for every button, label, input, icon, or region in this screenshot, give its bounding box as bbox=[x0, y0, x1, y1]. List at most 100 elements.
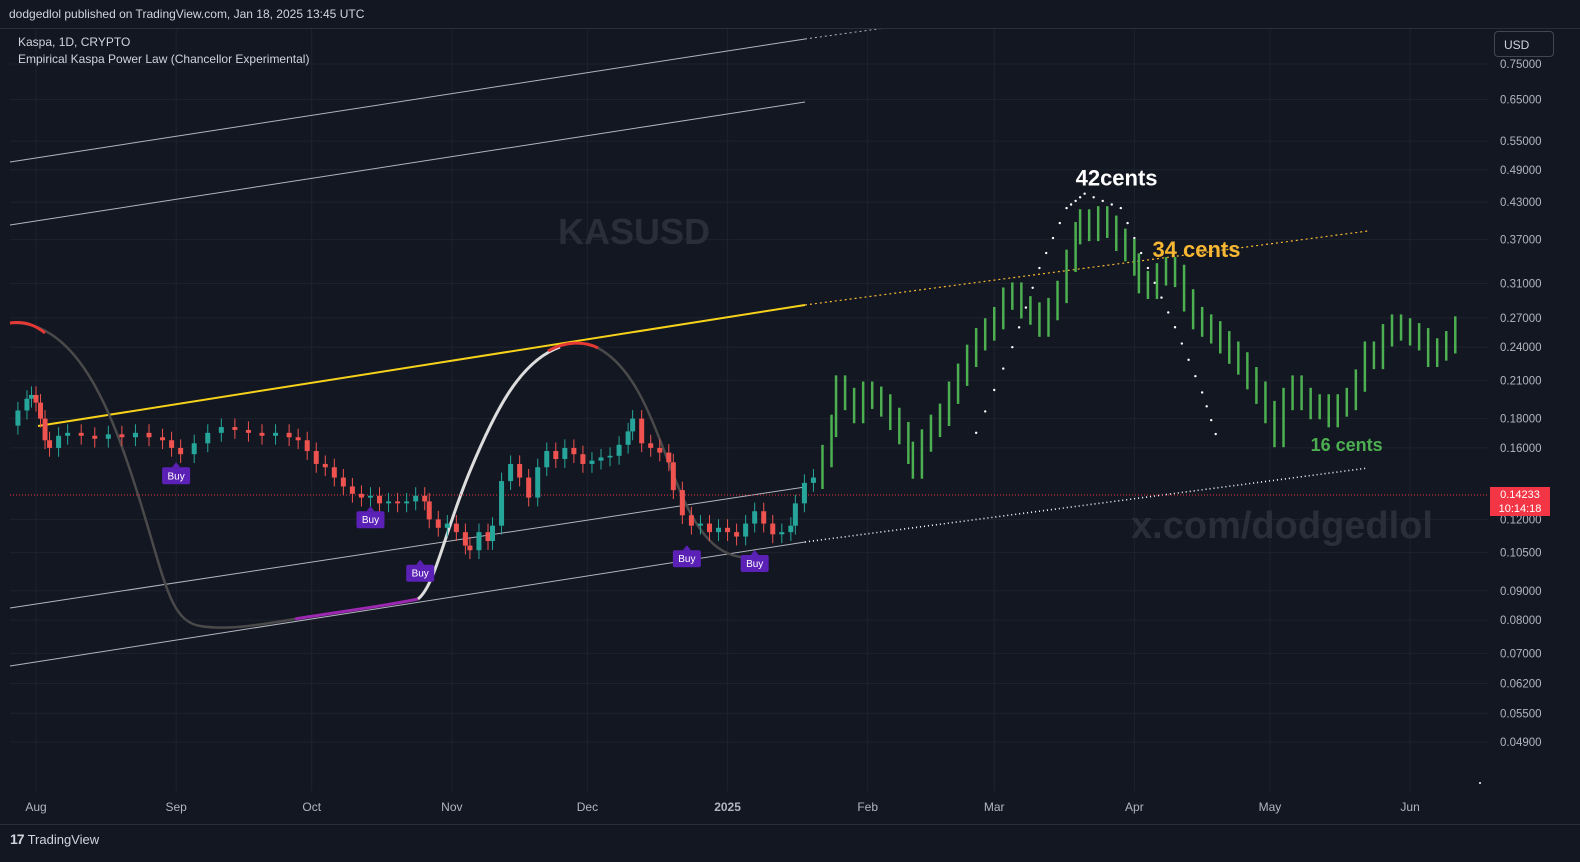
oscillator-curve-gray-2 bbox=[597, 346, 763, 559]
projection-dot bbox=[1146, 266, 1150, 270]
candle-body bbox=[770, 523, 776, 535]
candle-body bbox=[367, 495, 373, 498]
candle-body bbox=[422, 495, 428, 502]
candle-body bbox=[349, 486, 355, 494]
last-price-badge: 0.14233 10:14:18 bbox=[1490, 487, 1550, 516]
price-tick-label: 0.04900 bbox=[1500, 737, 1542, 749]
projection-dot bbox=[1110, 203, 1113, 206]
candle-body bbox=[426, 501, 432, 520]
candle-body bbox=[598, 457, 604, 461]
candle-body bbox=[119, 434, 125, 438]
candle-body bbox=[490, 525, 496, 542]
price-tick-label: 0.09000 bbox=[1500, 586, 1542, 598]
candle-body bbox=[78, 432, 84, 436]
candle-body bbox=[679, 490, 685, 516]
price-tick-label: 0.49000 bbox=[1500, 165, 1542, 177]
price-tick-label: 0.12000 bbox=[1500, 514, 1542, 526]
candle-body bbox=[589, 460, 595, 464]
time-tick-label: Jun bbox=[1400, 800, 1419, 814]
price-tick-label: 0.31000 bbox=[1500, 279, 1542, 291]
currency-button[interactable]: USD bbox=[1494, 31, 1554, 57]
bar-countdown: 10:14:18 bbox=[1498, 503, 1542, 515]
candle-body bbox=[562, 447, 568, 460]
brand-name: TradingView bbox=[27, 831, 100, 847]
publisher-header: dodgedlol published on TradingView.com, … bbox=[0, 0, 1580, 28]
candle-body bbox=[616, 444, 622, 456]
candle-body bbox=[630, 418, 636, 432]
candle-body bbox=[670, 462, 676, 491]
handle-watermark: x.com/dodgedlol bbox=[1131, 505, 1433, 547]
buy-badge bbox=[740, 554, 769, 572]
symbol-watermark: KASUSD bbox=[558, 211, 710, 252]
candle-body bbox=[322, 463, 328, 468]
candle-body bbox=[313, 451, 319, 464]
projection-dot bbox=[993, 388, 996, 392]
time-tick-label: Nov bbox=[441, 800, 462, 814]
candle-body bbox=[377, 495, 383, 504]
upper-band-outer bbox=[9, 38, 806, 163]
buy-label: Buy bbox=[678, 554, 695, 565]
candle-body bbox=[526, 477, 532, 498]
price-tick-label: 0.55000 bbox=[1500, 136, 1542, 148]
buy-label: Buy bbox=[412, 569, 429, 580]
candle-body bbox=[517, 463, 523, 478]
buy-badge bbox=[162, 467, 191, 485]
candle-body bbox=[92, 435, 98, 439]
candle-body bbox=[295, 437, 301, 441]
chart-area[interactable]: KASUSD x.com/dodgedlol Buy Buy Buy Buy Buy 4… bbox=[0, 28, 1580, 825]
candle-body bbox=[648, 443, 654, 448]
candle-body bbox=[273, 432, 279, 436]
candle-body bbox=[716, 527, 722, 533]
upper-band-outer-ext bbox=[804, 29, 882, 40]
candle-body bbox=[218, 427, 224, 433]
candle-body bbox=[485, 532, 491, 542]
projection-dot bbox=[1045, 251, 1048, 255]
price-tick-label: 0.65000 bbox=[1500, 95, 1542, 107]
historical-candles[interactable] bbox=[15, 386, 816, 560]
projection-dot bbox=[974, 431, 978, 435]
price-tick-label: 0.06200 bbox=[1500, 678, 1542, 690]
time-tick-label: Feb bbox=[857, 800, 878, 814]
projection-dot bbox=[1024, 306, 1028, 309]
candle-body bbox=[453, 523, 459, 533]
footer-bar: 17 TradingView bbox=[0, 824, 1580, 862]
candle-body bbox=[725, 527, 731, 533]
projection-dot bbox=[1092, 196, 1095, 199]
candle-body bbox=[146, 432, 152, 438]
candle-body bbox=[462, 532, 468, 546]
candle-body bbox=[340, 477, 346, 487]
projection-dot bbox=[1160, 296, 1163, 299]
candle-body bbox=[792, 503, 798, 526]
candle-body bbox=[761, 511, 767, 524]
candle-body bbox=[788, 525, 794, 533]
projection-dot bbox=[1002, 367, 1005, 370]
last-price-value: 0.14233 bbox=[1500, 489, 1540, 501]
candle-body bbox=[28, 394, 34, 399]
projection-dot bbox=[1065, 206, 1068, 210]
candle-body bbox=[639, 418, 645, 444]
candle-body bbox=[435, 519, 441, 528]
power-law-yellow-ext bbox=[804, 230, 1369, 306]
price-axis[interactable]: 0.75000 0.65000 0.55000 0.49000 0.43000 0.370… bbox=[1500, 59, 1542, 749]
candle-body bbox=[625, 431, 631, 445]
candle-body bbox=[33, 394, 39, 403]
time-axis[interactable]: Aug Sep Oct Nov Dec 2025 Feb Mar Apr May Jun bbox=[25, 800, 1419, 814]
candle-body bbox=[413, 495, 419, 502]
projection-dot bbox=[1069, 203, 1073, 206]
time-tick-label: Apr bbox=[1125, 800, 1144, 814]
candle-body bbox=[232, 427, 238, 430]
lower-band-line bbox=[9, 541, 806, 667]
price-chart[interactable]: KASUSD x.com/dodgedlol Buy Buy Buy Buy Buy 4… bbox=[0, 29, 1580, 825]
projection-dot bbox=[1051, 236, 1055, 240]
candle-body bbox=[688, 515, 694, 526]
candle-body bbox=[607, 455, 613, 458]
tradingview-brand[interactable]: 17 TradingView bbox=[10, 831, 99, 847]
projection-dot bbox=[1214, 432, 1217, 436]
candle-body bbox=[304, 440, 310, 452]
buy-signals: Buy Buy Buy Buy Buy bbox=[162, 462, 769, 582]
price-tick-label: 0.75000 bbox=[1500, 59, 1542, 71]
projection-dot bbox=[1078, 196, 1082, 199]
watermark: KASUSD x.com/dodgedlol bbox=[558, 211, 1433, 547]
symbol-line: Kaspa, 1D, CRYPTO bbox=[18, 35, 131, 49]
projection-dot bbox=[1153, 281, 1156, 285]
